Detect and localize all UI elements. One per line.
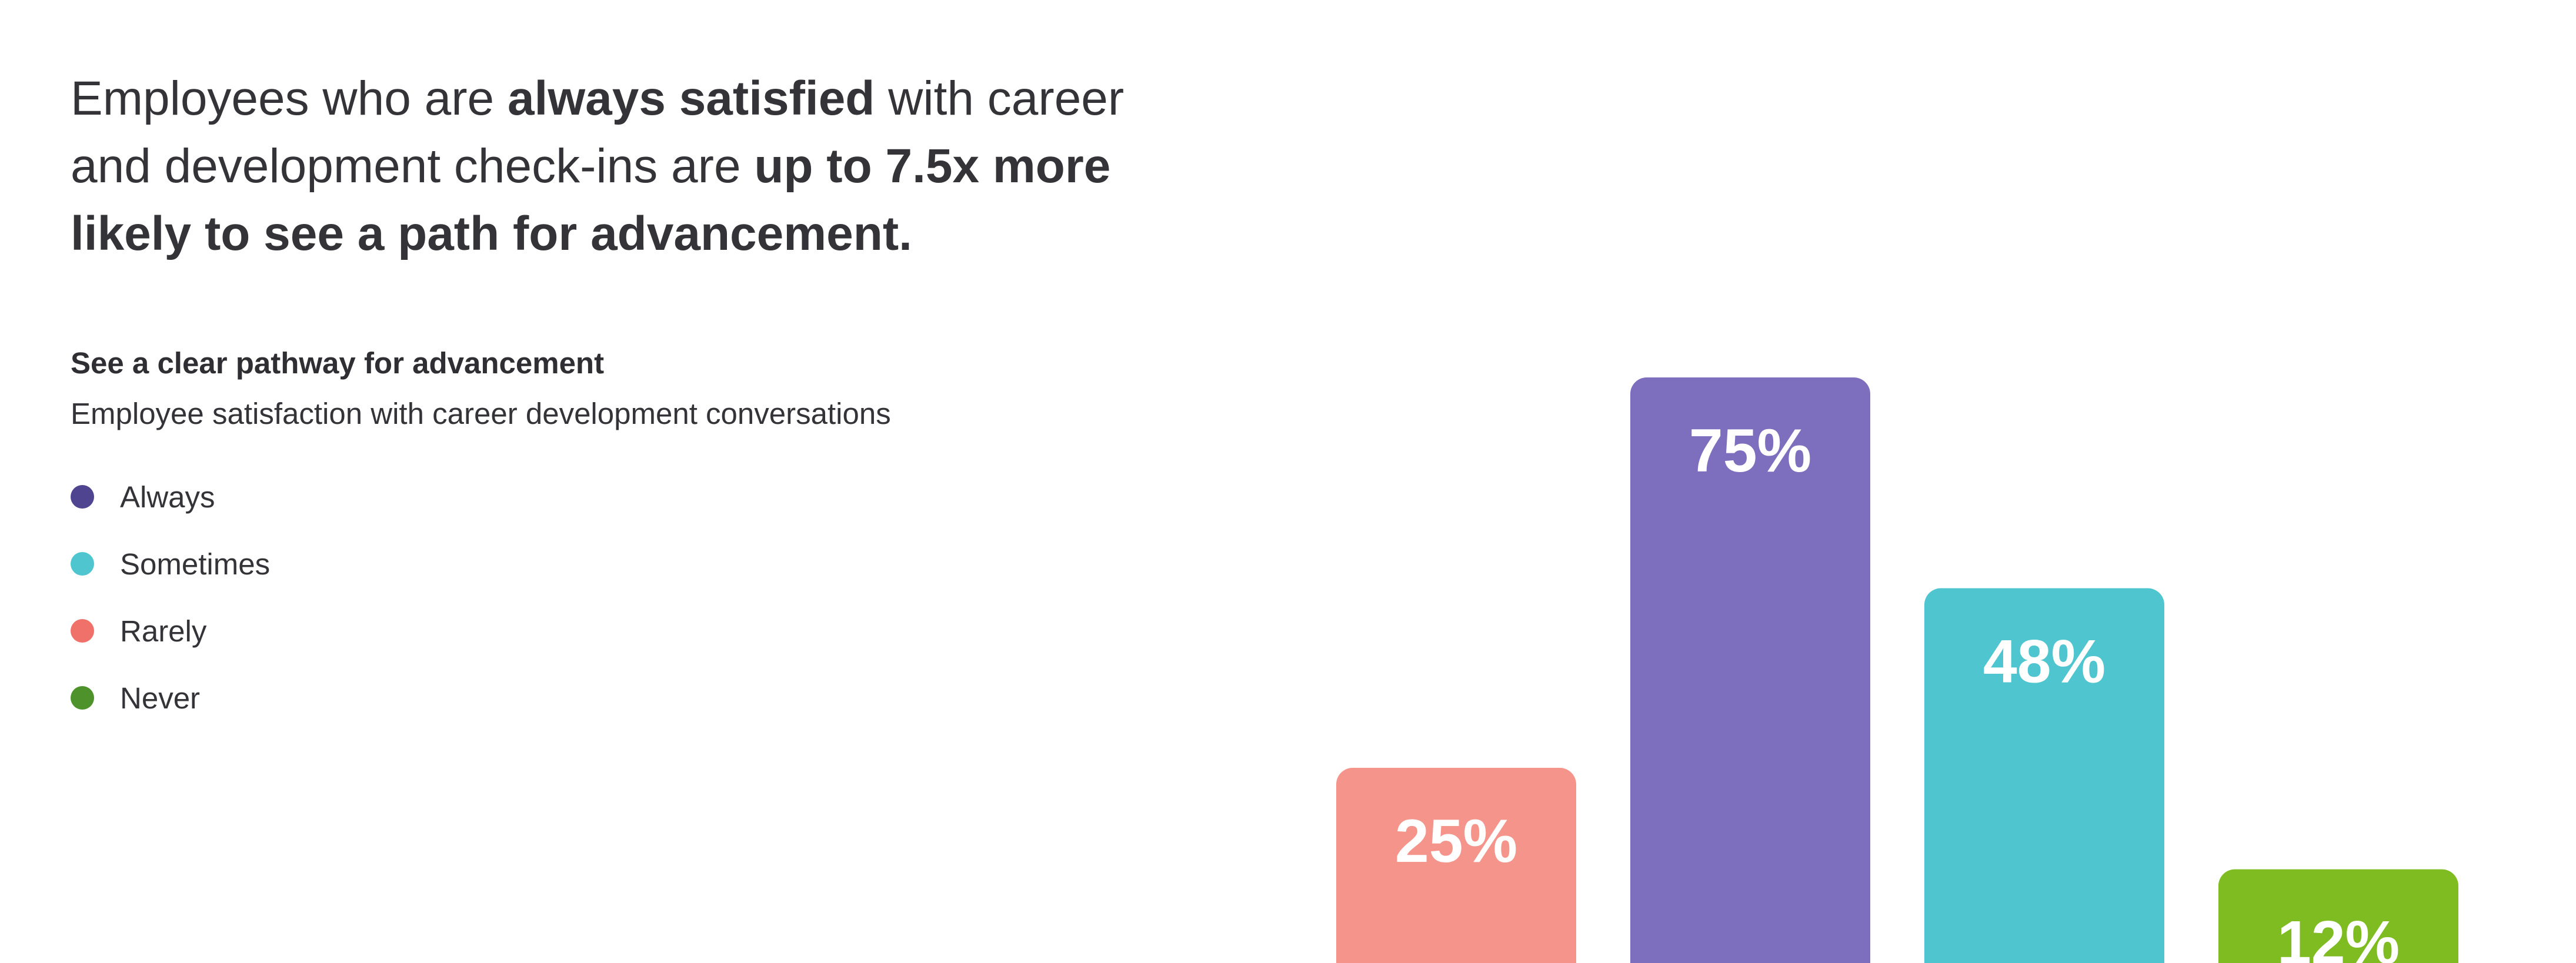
headline-bold-1: always satisfied — [507, 72, 875, 125]
legend-item-rarely: Rarely — [71, 597, 270, 664]
bar-value-label-sometimes: 48% — [1983, 628, 2105, 696]
legend-item-never: Never — [71, 664, 270, 731]
legend-item-sometimes: Sometimes — [71, 530, 270, 597]
bar-rarely — [1336, 768, 1576, 963]
bar-always — [1630, 377, 1870, 963]
legend-dot-rarely — [71, 619, 94, 643]
legend: Always Sometimes Rarely Never — [71, 463, 270, 731]
legend-dot-sometimes — [71, 552, 94, 576]
legend-dot-always — [71, 485, 94, 509]
chart-subtitle: Employee satisfaction with career develo… — [71, 397, 891, 430]
headline-bold-2: up to 7.5x more likely to see a path for… — [71, 139, 1111, 260]
legend-label-never: Never — [120, 681, 201, 715]
legend-item-always: Always — [71, 463, 270, 530]
bar-value-label-never: 12% — [2277, 909, 2400, 963]
headline-part-1: Employees who are — [71, 72, 508, 125]
chart-title: See a clear pathway for advancement — [71, 346, 605, 380]
legend-label-rarely: Rarely — [120, 614, 207, 648]
bar-never — [2218, 869, 2458, 963]
bar-value-label-rarely: 25% — [1395, 807, 1517, 875]
bar-sometimes — [1924, 588, 2164, 963]
headline-part-2: with career and development check-ins ar… — [71, 72, 1125, 193]
legend-label-always: Always — [120, 480, 215, 514]
legend-label-sometimes: Sometimes — [120, 547, 271, 581]
legend-dot-never — [71, 686, 94, 710]
bar-value-label-always: 75% — [1689, 417, 1811, 485]
headline: Employees who are always satisfied with … — [71, 65, 1176, 268]
